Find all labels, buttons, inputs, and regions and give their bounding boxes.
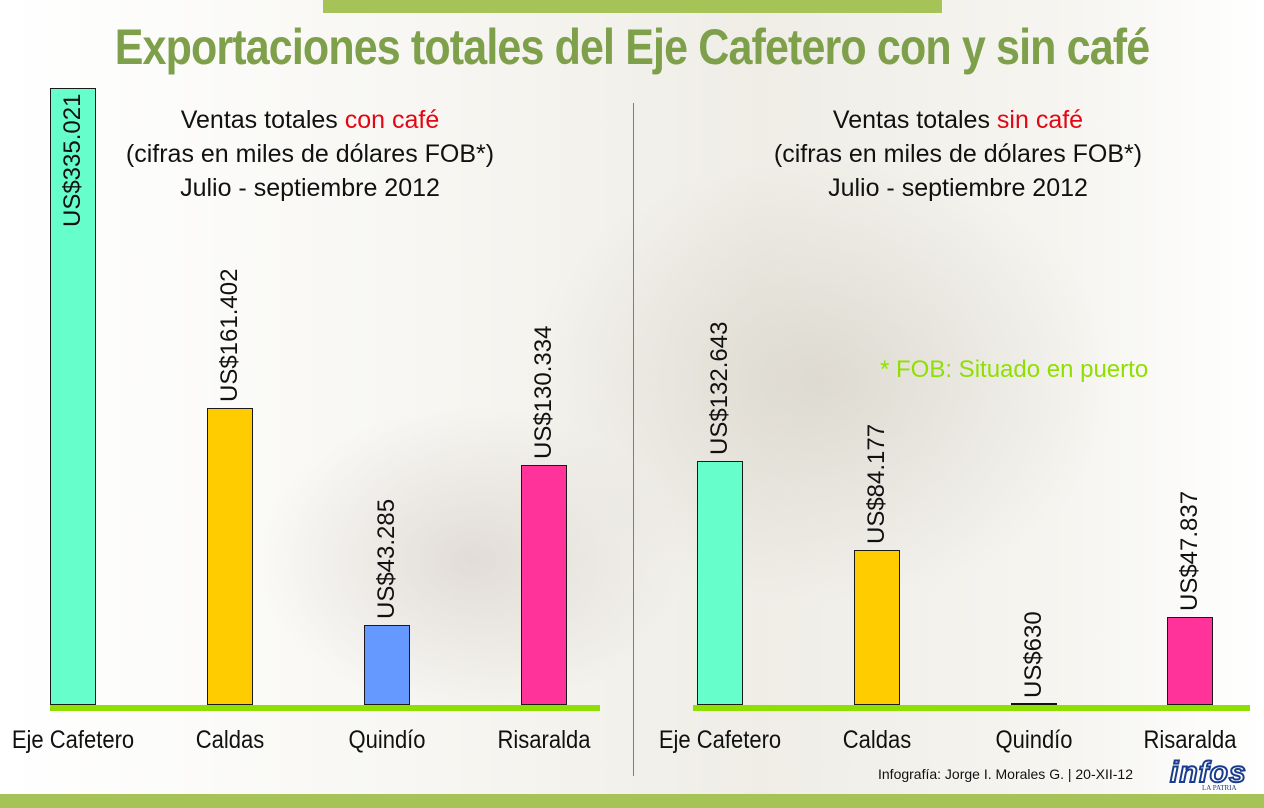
panel-title-sin-cafe: Ventas totales sin café (cifras en miles… [728, 103, 1188, 205]
panel-title-prefix: Ventas totales [180, 106, 345, 134]
value-label-0-2: US$43.285 [373, 498, 400, 619]
value-label-0-1: US$161.402 [216, 268, 243, 402]
credit-line: Infografía: Jorge I. Morales G. | 20-XII… [878, 766, 1133, 782]
panel-divider [633, 103, 634, 776]
bar-0-1 [207, 408, 253, 705]
bar-1-3 [1167, 617, 1213, 705]
panel-subtitle: (cifras en miles de dólares FOB*) [125, 140, 495, 168]
value-label-0-0: US$335.021 [59, 93, 86, 227]
fob-note: * FOB: Situado en puerto [880, 356, 1149, 383]
category-label-1-1: Caldas [842, 726, 912, 754]
baseline-1 [693, 705, 1250, 711]
category-label-0-0: Eje Cafetero [11, 726, 135, 754]
category-label-1-0: Eje Cafetero [658, 726, 782, 754]
value-label-1-2: US$630 [1020, 611, 1047, 698]
baseline-0 [50, 705, 600, 711]
panel-title-highlight: con café [344, 106, 440, 134]
main-title: Exportaciones totales del Eje Cafetero c… [114, 19, 1150, 75]
panel-title-con-cafe: Ventas totales con café (cifras en miles… [80, 103, 540, 205]
value-label-1-0: US$132.643 [706, 321, 733, 455]
value-label-0-3: US$130.334 [530, 325, 557, 459]
value-label-1-3: US$47.837 [1176, 490, 1203, 611]
category-label-0-1: Caldas [195, 726, 265, 754]
panel-period: Julio - septiembre 2012 [828, 174, 1088, 202]
bar-1-2 [1011, 703, 1057, 705]
logo-text: infos [1169, 755, 1247, 790]
category-label-0-2: Quindío [348, 726, 426, 754]
bar-0-0 [50, 88, 96, 705]
top-accent-bar [323, 0, 942, 13]
category-label-0-3: Risaralda [497, 726, 591, 754]
panel-subtitle: (cifras en miles de dólares FOB*) [773, 140, 1143, 168]
panel-period: Julio - septiembre 2012 [180, 174, 440, 202]
bottom-accent-bar [0, 794, 1264, 808]
infos-logo: infos LA PATRIA [1158, 755, 1258, 792]
category-label-1-2: Quindío [995, 726, 1073, 754]
bar-0-2 [364, 625, 410, 705]
logo-subtext: LA PATRIA [1202, 784, 1237, 792]
bar-1-0 [697, 461, 743, 705]
panel-title-prefix: Ventas totales [832, 106, 997, 134]
category-label-1-3: Risaralda [1143, 726, 1237, 754]
value-label-1-1: US$84.177 [863, 423, 890, 544]
bar-1-1 [854, 550, 900, 705]
panel-title-highlight: sin café [996, 106, 1084, 134]
bar-0-3 [521, 465, 567, 705]
